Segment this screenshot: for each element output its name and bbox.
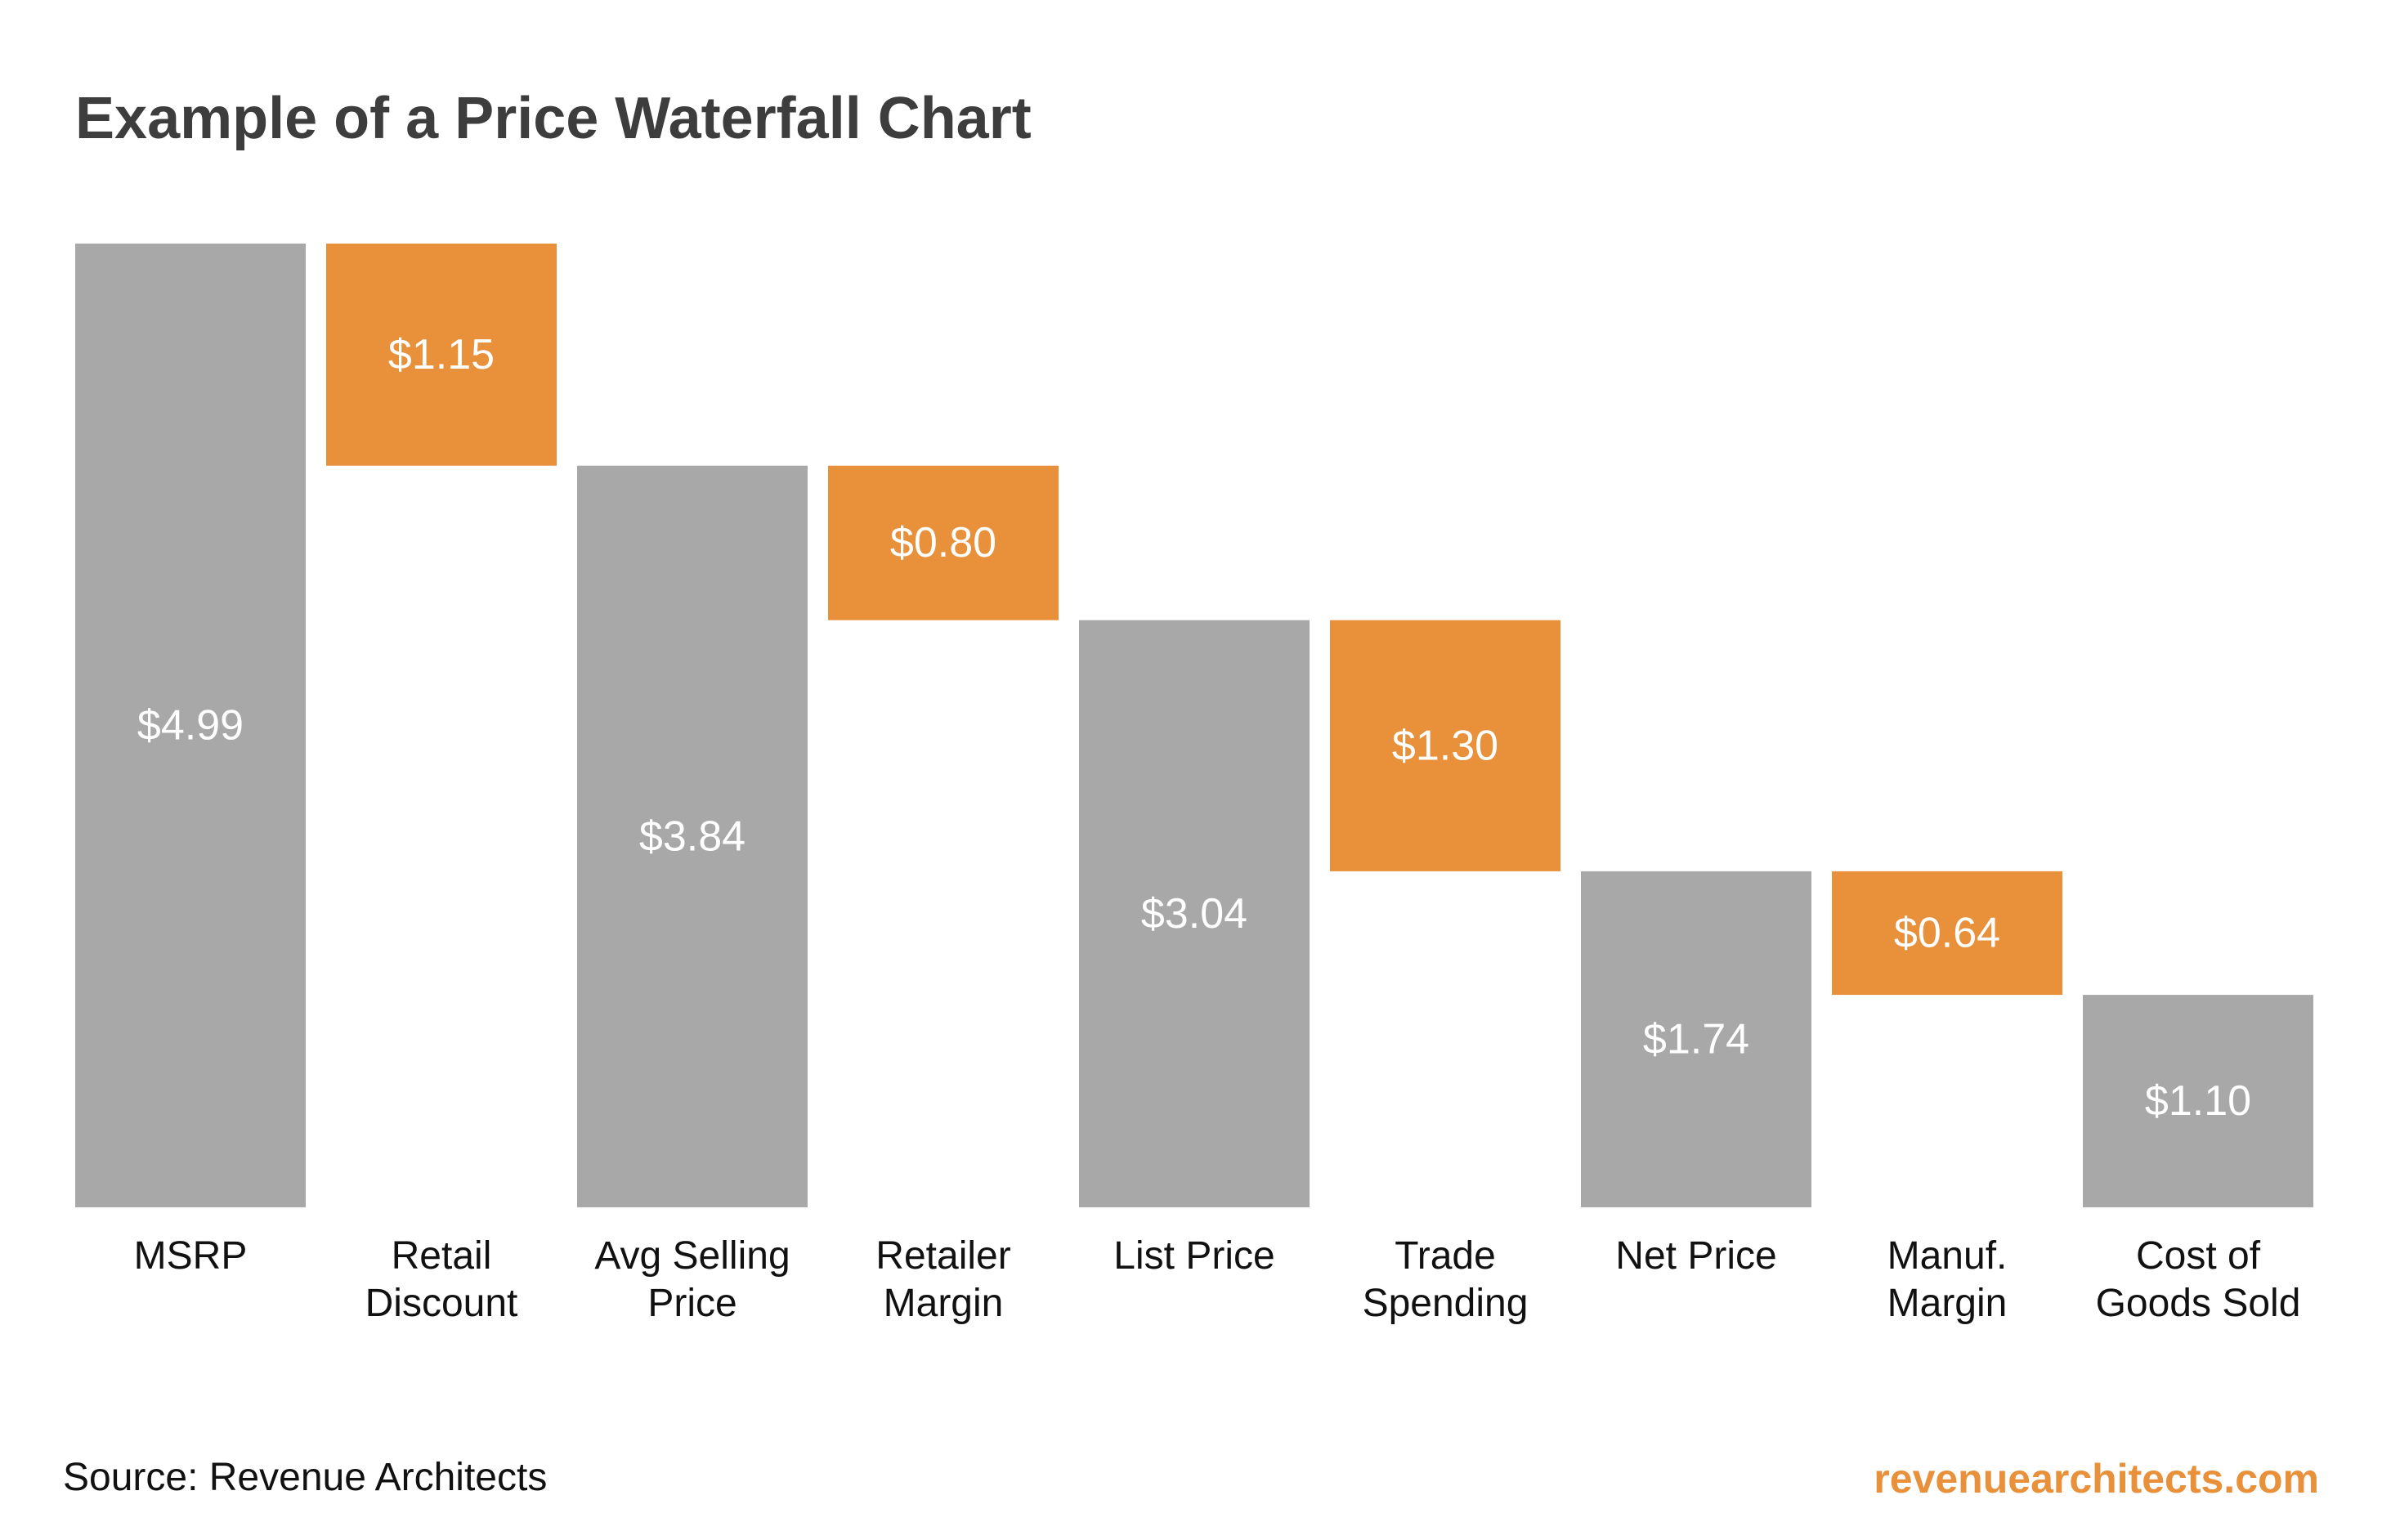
decrease-bar: [1330, 620, 1560, 871]
bar-value-label: $4.99: [137, 702, 244, 750]
bar-value-label: $0.80: [890, 519, 996, 566]
total-bar: [75, 244, 306, 1207]
decrease-bar: [326, 244, 557, 466]
category-label: Manuf. Margin: [1887, 1234, 2008, 1325]
total-bar: [2083, 995, 2313, 1207]
total-bar: [1581, 871, 1811, 1207]
decrease-bar: [828, 465, 1059, 620]
total-bar: [577, 465, 808, 1207]
category-label: Net Price: [1615, 1234, 1776, 1278]
website-link[interactable]: revenuearchitects.com: [1874, 1456, 2319, 1502]
category-label: List Price: [1113, 1234, 1274, 1278]
category-label: MSRP: [134, 1234, 248, 1278]
category-label: Retail Discount: [365, 1234, 518, 1325]
category-label: Cost of Goods Sold: [2096, 1234, 2301, 1325]
category-label: Retailer Margin: [875, 1234, 1010, 1325]
bar-value-label: $0.64: [1894, 910, 2000, 957]
bar-value-label: $1.10: [2145, 1077, 2251, 1125]
category-label: Avg Selling Price: [594, 1234, 790, 1325]
source-note: Source: Revenue Architects: [63, 1456, 548, 1499]
bar-value-label: $1.15: [388, 331, 495, 378]
bar-value-label: $3.04: [1141, 890, 1247, 938]
chart-title: Example of a Price Waterfall Chart: [75, 86, 1032, 151]
bar-value-label: $1.30: [1392, 722, 1498, 769]
bar-value-label: $1.74: [1643, 1015, 1749, 1063]
category-label: Trade Spending: [1363, 1234, 1529, 1325]
bar-value-label: $3.84: [639, 813, 746, 860]
total-bar: [1079, 620, 1310, 1207]
decrease-bar: [1832, 871, 2062, 996]
